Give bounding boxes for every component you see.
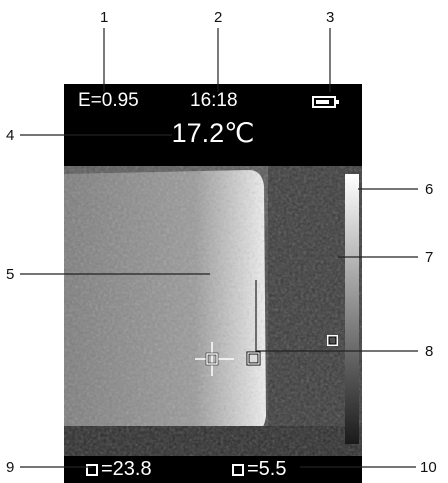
max-temp-value: =23.8 — [101, 458, 152, 480]
status-bar: E=0.95 16:18 — [64, 84, 362, 116]
battery-icon — [312, 96, 339, 108]
min-temp-value: =5.5 — [247, 458, 287, 480]
callout-4: 4 — [6, 127, 15, 144]
max-marker-icon — [86, 463, 98, 476]
callout-2: 2 — [214, 9, 223, 26]
callout-10: 10 — [420, 459, 437, 476]
leader-line-8 — [255, 280, 418, 352]
callout-5: 5 — [6, 266, 15, 283]
bottom-bar: =23.8 =5.5 — [64, 456, 362, 483]
clock-time: 16:18 — [190, 90, 238, 111]
max-temp-readout: =23.8 — [86, 458, 152, 481]
emissivity-value: E=0.95 — [78, 90, 139, 111]
hotspot-marker-icon — [246, 351, 261, 366]
thermal-image — [64, 166, 362, 456]
min-marker-icon — [232, 463, 244, 476]
callout-3: 3 — [326, 9, 335, 26]
crosshair-icon — [195, 342, 234, 376]
min-temp-readout: =5.5 — [232, 458, 286, 481]
callout-8: 8 — [425, 343, 434, 360]
callout-9: 9 — [6, 459, 15, 476]
center-temperature: 17.2℃ — [171, 118, 255, 148]
scale-marker-icon — [327, 335, 338, 346]
callout-7: 7 — [425, 249, 434, 266]
callout-1: 1 — [100, 9, 109, 26]
callout-6: 6 — [425, 181, 434, 198]
device-screen: E=0.95 16:18 17.2℃ — [64, 84, 362, 483]
